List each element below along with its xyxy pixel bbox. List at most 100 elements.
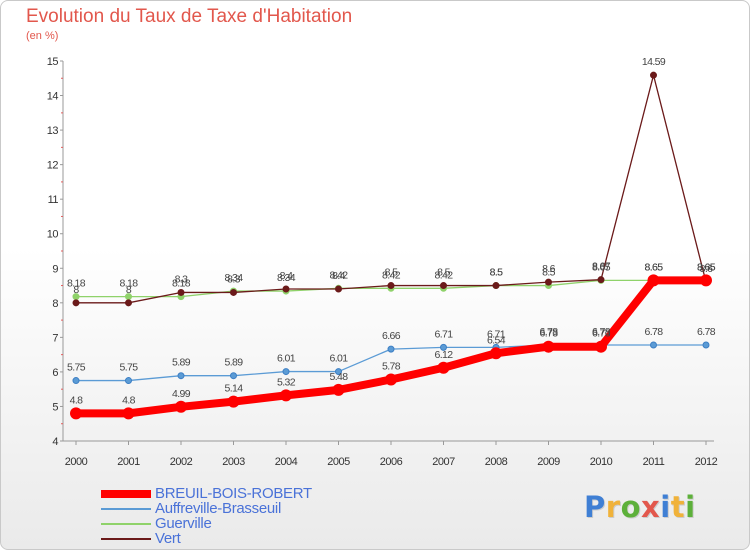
- data-point: [387, 345, 395, 353]
- data-point: [490, 347, 502, 360]
- data-label: 6.78: [592, 326, 611, 338]
- data-point: [227, 395, 240, 408]
- data-label: 8.34: [224, 272, 243, 284]
- data-label: 5.75: [67, 362, 86, 374]
- data-point: [650, 71, 657, 79]
- unit-label: (en %): [26, 30, 59, 42]
- data-label: 6.71: [434, 328, 453, 340]
- data-label: 6.71: [487, 328, 506, 340]
- x-tick-label: 2010: [590, 456, 613, 468]
- x-tick-label: 2009: [537, 456, 560, 468]
- data-label: 8.6: [542, 263, 556, 275]
- data-label: 8.4: [332, 270, 346, 282]
- data-label: 8.65: [697, 261, 716, 273]
- data-point: [72, 377, 80, 385]
- x-tick-label: 2006: [380, 456, 403, 468]
- data-label: 8.65: [592, 261, 611, 273]
- data-point: [70, 407, 82, 420]
- data-label: 8.42: [434, 269, 453, 281]
- data-point: [282, 285, 290, 293]
- data-point: [647, 274, 660, 287]
- data-point: [177, 372, 185, 380]
- legend-swatch: [101, 508, 151, 510]
- y-tick-label: 14: [47, 91, 59, 103]
- logo-letter: r: [605, 490, 621, 524]
- x-tick-label: 2002: [170, 456, 193, 468]
- data-label: 8.5: [490, 267, 504, 279]
- data-label: 8.3: [227, 273, 241, 285]
- y-tick-label: 8: [52, 298, 58, 310]
- data-point: [545, 278, 552, 286]
- data-label: 4.99: [172, 388, 191, 400]
- data-point: [280, 389, 292, 402]
- data-point: [335, 285, 342, 293]
- data-point: [335, 368, 342, 376]
- data-point: [230, 288, 237, 296]
- data-label: 8.65: [644, 261, 663, 273]
- x-tick-label: 2001: [117, 456, 140, 468]
- line-chart: 4 5 6 7 8 9 10 11 12 13 14 15 2000 2001 2002 2003 2004 20…: [47, 56, 718, 468]
- chart-title: Evolution du Taux de Taxe d'Habitation: [26, 6, 353, 27]
- data-label: 6.78: [697, 326, 716, 338]
- legend-label: Guerville: [155, 515, 212, 532]
- data-point: [702, 341, 710, 349]
- y-tick-label: 11: [48, 194, 59, 206]
- y-tick-label: 4: [52, 436, 58, 448]
- data-point: [282, 368, 290, 376]
- x-tick-label: 2011: [643, 456, 665, 468]
- legend-swatch: [101, 490, 151, 498]
- logo-letter: t: [670, 490, 686, 524]
- data-label: 8.5: [437, 267, 451, 279]
- data-label: 4.8: [70, 394, 84, 406]
- data-label: 8.5: [542, 267, 556, 279]
- data-label: 5.78: [382, 361, 401, 373]
- data-point: [230, 372, 237, 380]
- x-tick-label: 2007: [432, 456, 455, 468]
- data-label: 8.34: [277, 272, 296, 284]
- data-label: 4.8: [122, 394, 136, 406]
- data-label: 5.48: [329, 371, 348, 383]
- logo-letter: i: [685, 490, 696, 524]
- y-tick-label: 9: [52, 263, 58, 275]
- data-label: 8.3: [175, 273, 189, 285]
- data-label: 8.42: [382, 269, 401, 281]
- x-tick-label: 2005: [327, 456, 350, 468]
- data-label: 14.59: [642, 56, 666, 68]
- data-label: 8.18: [67, 278, 86, 290]
- data-point: [387, 282, 395, 290]
- y-tick-label: 7: [52, 332, 58, 344]
- data-label: 5.14: [224, 383, 243, 395]
- data-label: 6.01: [329, 353, 348, 365]
- data-label: 8: [73, 284, 79, 296]
- data-label: 8.65: [697, 261, 716, 273]
- data-label: 8.6: [700, 263, 714, 275]
- x-tick-label: 2004: [275, 456, 298, 468]
- data-label: 8: [126, 284, 132, 296]
- data-point: [125, 377, 132, 385]
- data-point: [597, 276, 605, 284]
- data-label: 6.73: [592, 328, 611, 340]
- data-point: [332, 383, 345, 396]
- y-tick-label: 5: [52, 401, 58, 413]
- data-point: [385, 373, 397, 386]
- data-point: [437, 361, 450, 374]
- data-label: 8.42: [329, 269, 348, 281]
- data-point: [700, 274, 712, 287]
- logo-letter: o: [620, 490, 642, 524]
- x-tick-label: 2012: [695, 456, 718, 468]
- data-point: [125, 299, 132, 307]
- y-tick-label: 10: [47, 229, 59, 241]
- data-point: [72, 299, 80, 307]
- data-point: [492, 282, 500, 290]
- legend-swatch: [101, 523, 151, 525]
- y-tick-label: 13: [47, 125, 59, 137]
- data-label: 8.65: [644, 261, 663, 273]
- data-label: 8.5: [490, 267, 504, 279]
- data-label: 6.12: [434, 349, 453, 361]
- data-label: 6.78: [644, 326, 663, 338]
- data-label: 5.75: [119, 362, 138, 374]
- y-tick-label: 12: [47, 160, 59, 172]
- data-label: 6.54: [487, 334, 506, 346]
- x-tick-label: 2003: [222, 456, 245, 468]
